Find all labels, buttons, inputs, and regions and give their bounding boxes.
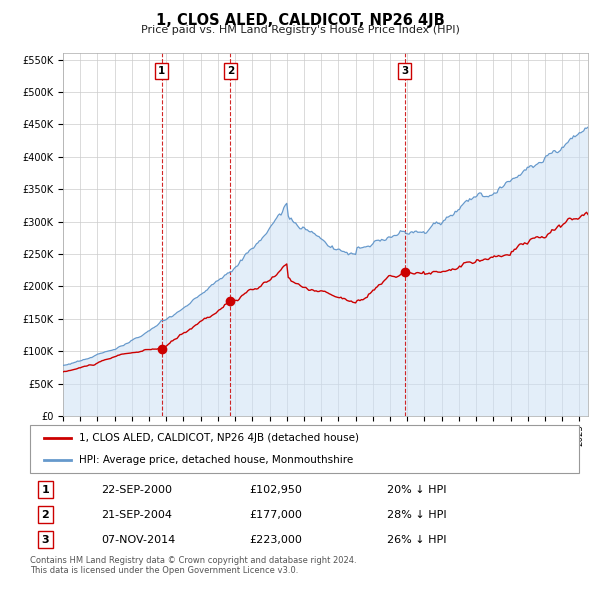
Text: This data is licensed under the Open Government Licence v3.0.: This data is licensed under the Open Gov… — [30, 566, 298, 575]
Text: 22-SEP-2000: 22-SEP-2000 — [101, 485, 172, 495]
Text: Contains HM Land Registry data © Crown copyright and database right 2024.: Contains HM Land Registry data © Crown c… — [30, 556, 356, 565]
Text: 2: 2 — [41, 510, 49, 520]
Text: 20% ↓ HPI: 20% ↓ HPI — [387, 485, 446, 495]
FancyBboxPatch shape — [30, 425, 579, 473]
Text: 1: 1 — [41, 485, 49, 495]
Text: £102,950: £102,950 — [250, 485, 302, 495]
Text: 1, CLOS ALED, CALDICOT, NP26 4JB (detached house): 1, CLOS ALED, CALDICOT, NP26 4JB (detach… — [79, 433, 359, 443]
Text: £177,000: £177,000 — [250, 510, 302, 520]
Text: Price paid vs. HM Land Registry's House Price Index (HPI): Price paid vs. HM Land Registry's House … — [140, 25, 460, 35]
Text: 1: 1 — [158, 66, 165, 76]
Text: £223,000: £223,000 — [250, 535, 302, 545]
Text: 21-SEP-2004: 21-SEP-2004 — [101, 510, 172, 520]
Text: 07-NOV-2014: 07-NOV-2014 — [101, 535, 176, 545]
Text: 3: 3 — [41, 535, 49, 545]
Text: 26% ↓ HPI: 26% ↓ HPI — [387, 535, 446, 545]
Text: 2: 2 — [227, 66, 234, 76]
Text: 1, CLOS ALED, CALDICOT, NP26 4JB: 1, CLOS ALED, CALDICOT, NP26 4JB — [155, 13, 445, 28]
Text: HPI: Average price, detached house, Monmouthshire: HPI: Average price, detached house, Monm… — [79, 455, 353, 465]
Text: 3: 3 — [401, 66, 409, 76]
Text: 28% ↓ HPI: 28% ↓ HPI — [387, 510, 446, 520]
